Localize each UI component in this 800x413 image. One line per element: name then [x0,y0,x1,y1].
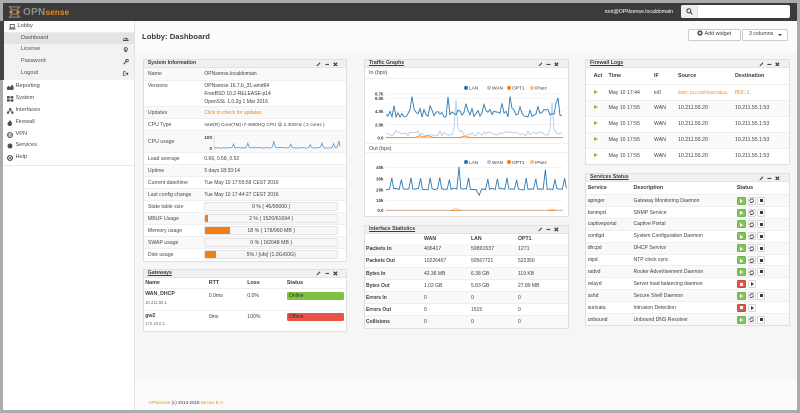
svg-text:0.0: 0.0 [377,208,384,213]
svg-text:OPT1: OPT1 [512,85,525,91]
svg-text:WAN: WAN [492,85,504,91]
svg-text:30k: 30k [376,177,384,182]
svg-text:10k: 10k [376,198,384,203]
svg-text:100: 100 [205,135,213,140]
svg-text:40k: 40k [376,165,384,170]
svg-text:6.0k: 6.0k [375,96,384,101]
svg-text:0: 0 [210,146,213,151]
svg-text:LAN: LAN [469,160,479,166]
svg-text:0.0: 0.0 [377,135,384,140]
svg-text:IPsec: IPsec [535,85,548,91]
svg-text:4.0k: 4.0k [375,109,384,114]
svg-text:2.0k: 2.0k [375,122,384,127]
svg-text:6.7k: 6.7k [375,91,384,96]
svg-text:20k: 20k [376,187,384,192]
svg-text:LAN: LAN [469,85,479,91]
svg-text:WAN: WAN [492,160,504,166]
svg-text:OPT1: OPT1 [512,160,525,166]
svg-text:IPsec: IPsec [535,160,548,166]
